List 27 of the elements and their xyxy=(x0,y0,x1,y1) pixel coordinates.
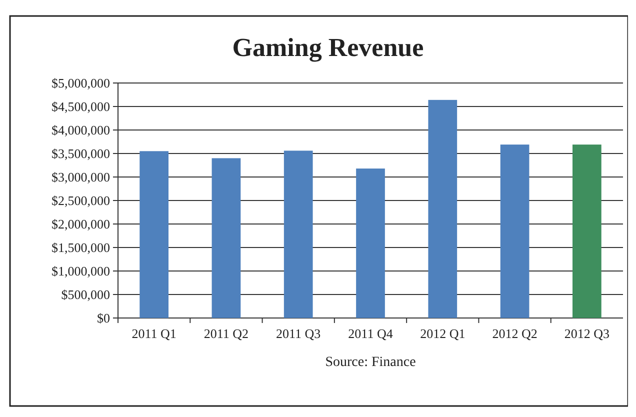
source-note: Source: Finance xyxy=(325,355,416,370)
x-tick-label: 2011 Q1 xyxy=(132,326,176,341)
y-tick-label: $1,500,000 xyxy=(52,240,110,256)
y-tick-label: $1,000,000 xyxy=(52,264,110,279)
y-tick-label: $2,000,000 xyxy=(52,216,110,232)
bar xyxy=(572,144,602,318)
bar xyxy=(212,158,241,318)
x-tick-label: 2011 Q3 xyxy=(276,326,321,341)
y-tick-label: $5,000,000 xyxy=(52,76,110,91)
bar xyxy=(428,100,458,318)
y-tick-label: $4,000,000 xyxy=(52,122,110,138)
y-tick-label: $500,000 xyxy=(61,287,110,302)
x-tick-label: 2012 Q3 xyxy=(564,326,610,341)
bar xyxy=(140,151,168,318)
bar xyxy=(500,144,530,318)
x-tick-label: 2012 Q2 xyxy=(492,326,538,341)
y-tick-label: $3,500,000 xyxy=(52,146,110,162)
y-tick-label: $2,500,000 xyxy=(52,193,110,208)
y-tick-label: $0 xyxy=(97,310,110,326)
bar xyxy=(356,168,385,318)
x-tick-label: 2011 Q4 xyxy=(348,326,394,341)
y-tick-label: $3,000,000 xyxy=(52,170,110,185)
bar xyxy=(284,150,313,318)
chart-title: Gaming Revenue xyxy=(232,33,424,62)
x-tick-label: 2012 Q1 xyxy=(420,326,466,341)
y-tick-label: $4,500,000 xyxy=(52,99,110,114)
x-tick-label: 2011 Q2 xyxy=(204,326,249,341)
